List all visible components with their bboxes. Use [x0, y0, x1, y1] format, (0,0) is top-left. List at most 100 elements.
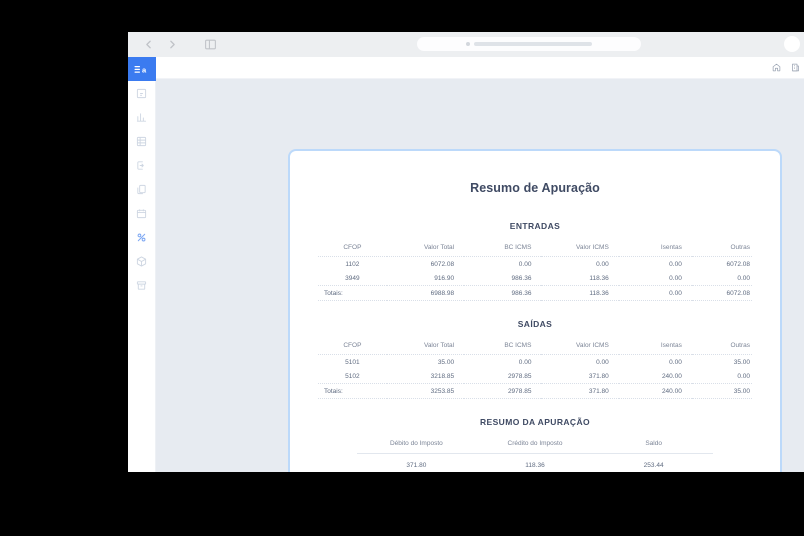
cell-debito-imposto: 371.80: [406, 462, 427, 469]
totals-outras: 35.00: [691, 383, 752, 399]
totals-valor-total: 6988.98: [386, 285, 465, 301]
sidebar-item-calendar[interactable]: [128, 202, 156, 225]
col-isentas: Isentas: [618, 338, 692, 355]
forward-arrow-icon[interactable]: [166, 38, 179, 51]
back-arrow-icon[interactable]: [142, 38, 155, 51]
section-resumo-apuracao: RESUMO DA APURAÇÃO Débito do Imposto Cré…: [318, 417, 752, 472]
cell-valor-total: 35.00: [437, 358, 455, 366]
application: a: [128, 57, 804, 472]
section-saidas: SAÍDAS CFOP Valor Total BC ICMS Valor IC…: [318, 319, 752, 399]
table-header-row: Débito do Imposto Crédito do Imposto Sal…: [357, 436, 713, 454]
cell-saldo: 253.44: [643, 462, 664, 469]
cell-isentas: 0.00: [669, 358, 682, 366]
table-row: 5102 3218.85 2978.85 371.80 240.00 0.00: [318, 369, 752, 384]
col-valor-icms: Valor ICMS: [541, 240, 619, 257]
sidebar-item-grid[interactable]: [128, 130, 156, 153]
sidebar-item-export[interactable]: [128, 154, 156, 177]
col-saldo: Saldo: [594, 436, 713, 454]
address-bar[interactable]: [417, 37, 641, 51]
cell-outras: 0.00: [737, 372, 750, 380]
app-sidebar: a: [128, 57, 156, 472]
table-header-row: CFOP Valor Total BC ICMS Valor ICMS Isen…: [318, 240, 752, 257]
app-content: Resumo de Apuração ENTRADAS CFOP Valor T…: [156, 57, 804, 472]
sidebar-item-archive[interactable]: [128, 274, 156, 297]
cell-cfop: 3949: [345, 274, 360, 282]
totals-outras: 6072.08: [691, 285, 752, 301]
table-row: 1102 6072.08 0.00 0.00 0.00 6072.08: [318, 257, 752, 272]
col-cfop: CFOP: [318, 338, 387, 355]
cell-valor-icms: 118.36: [589, 274, 609, 282]
cell-credito-imposto: 118.36: [525, 462, 545, 469]
cell-cfop: 1102: [345, 260, 360, 268]
cell-valor-total: 3218.85: [430, 372, 455, 380]
totals-bc-icms: 2978.85: [464, 383, 542, 399]
home-icon[interactable]: [772, 63, 781, 72]
entradas-table: CFOP Valor Total BC ICMS Valor ICMS Isen…: [318, 240, 752, 301]
cell-outras: 35.00: [733, 358, 750, 366]
section-entradas: ENTRADAS CFOP Valor Total BC ICMS Valor …: [318, 221, 752, 301]
cell-cfop: 5101: [345, 358, 360, 366]
totals-row: Totais: 6988.98 986.36 118.36 0.00 6072.…: [318, 285, 752, 301]
col-credito-imposto: Crédito do Imposto: [475, 436, 595, 454]
sidebar-item-reports[interactable]: [128, 106, 156, 129]
svg-text:a: a: [142, 65, 147, 74]
saidas-table: CFOP Valor Total BC ICMS Valor ICMS Isen…: [318, 338, 752, 399]
cell-isentas: 0.00: [669, 274, 682, 282]
browser-window: a: [128, 32, 804, 472]
document-canvas: Resumo de Apuração ENTRADAS CFOP Valor T…: [156, 79, 804, 472]
totals-label: Totais:: [318, 285, 387, 301]
col-outras: Outras: [691, 240, 752, 257]
toolbar-right-control[interactable]: [784, 36, 800, 52]
sidebar-item-copy[interactable]: [128, 178, 156, 201]
totals-valor-icms: 371.80: [541, 383, 619, 399]
cell-bc-icms: 986.36: [511, 274, 532, 282]
totals-row: Totais: 3253.85 2978.85 371.80 240.00 35…: [318, 383, 752, 399]
col-valor-total: Valor Total: [386, 338, 465, 355]
cell-isentas: 0.00: [669, 260, 682, 268]
address-text-redacted: [474, 42, 592, 46]
col-debito-imposto: Débito do Imposto: [357, 436, 476, 454]
cell-valor-icms: 0.00: [596, 358, 609, 366]
totals-valor-total: 3253.85: [386, 383, 465, 399]
totals-label: Totais:: [318, 383, 387, 399]
totals-valor-icms: 118.36: [541, 285, 619, 301]
section-title: ENTRADAS: [509, 221, 561, 231]
section-title: SAÍDAS: [517, 319, 553, 329]
cell-valor-icms: 371.80: [588, 372, 609, 380]
report-card: Resumo de Apuração ENTRADAS CFOP Valor T…: [288, 149, 782, 472]
totals-bc-icms: 986.36: [464, 285, 542, 301]
cell-bc-icms: 0.00: [518, 358, 532, 366]
table-row: 3949 916.90 986.36 118.36 0.00 0.00: [318, 271, 752, 286]
col-cfop: CFOP: [318, 240, 387, 257]
sidebar-item-documents[interactable]: [128, 82, 156, 105]
app-logo[interactable]: a: [128, 57, 156, 81]
page-title: Resumo de Apuração: [470, 181, 600, 195]
cell-bc-icms: 0.00: [518, 260, 532, 268]
table-header-row: CFOP Valor Total BC ICMS Valor ICMS Isen…: [318, 338, 752, 355]
col-bc-icms: BC ICMS: [464, 338, 542, 355]
col-outras: Outras: [691, 338, 752, 355]
cell-outras: 0.00: [737, 274, 750, 282]
cell-cfop: 5102: [345, 372, 360, 380]
col-valor-total: Valor Total: [386, 240, 465, 257]
cell-valor-total: 916.90: [434, 274, 455, 282]
resumo-table: Débito do Imposto Crédito do Imposto Sal…: [357, 436, 713, 472]
cell-bc-icms: 2978.85: [507, 372, 532, 380]
company-icon[interactable]: [791, 63, 800, 72]
col-valor-icms: Valor ICMS: [541, 338, 619, 355]
table-row: 371.80 118.36 253.44: [357, 454, 713, 473]
address-favicon: [466, 42, 470, 46]
cell-valor-total: 6072.08: [430, 260, 455, 268]
cell-isentas: 240.00: [661, 372, 682, 380]
sidebar-toggle-icon[interactable]: [204, 38, 217, 51]
col-isentas: Isentas: [618, 240, 692, 257]
section-title: RESUMO DA APURAÇÃO: [480, 417, 590, 427]
sidebar-item-taxes[interactable]: [128, 226, 156, 249]
totals-isentas: 0.00: [618, 285, 692, 301]
cell-valor-icms: 0.00: [596, 260, 609, 268]
sidebar-item-package[interactable]: [128, 250, 156, 273]
browser-toolbar: [128, 32, 804, 57]
app-top-bar: [156, 57, 804, 79]
browser-nav-buttons: [142, 38, 217, 51]
